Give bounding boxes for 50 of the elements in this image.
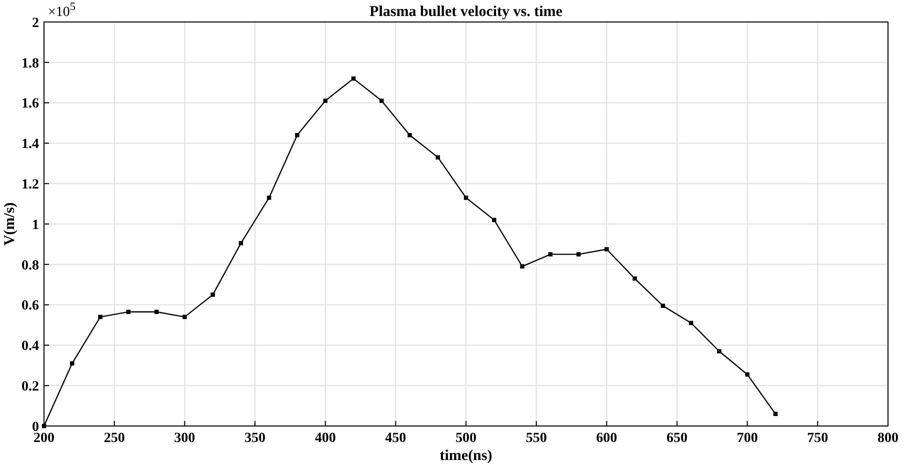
point [520, 264, 524, 269]
y-tick-label: 0.6 [22, 298, 39, 314]
x-tick-label: 200 [34, 431, 54, 446]
point [548, 252, 553, 256]
point [323, 98, 328, 103]
y-tick-label: 1.2 [22, 178, 39, 192]
point [604, 247, 609, 252]
x-tick-label: 550 [526, 431, 547, 446]
point [126, 310, 131, 314]
point [632, 276, 637, 281]
y-tick-label: 0.8 [22, 258, 39, 274]
y-tick-label: 1.6 [22, 96, 39, 112]
point [717, 349, 722, 354]
text: ×10$^{5}$ [48, 1, 76, 20]
x-tick-label: 750 [807, 431, 828, 446]
point [70, 361, 74, 366]
y-tick-label: 2 [32, 16, 39, 31]
point [98, 314, 102, 320]
y-axis-title: V(m/s) [2, 202, 18, 246]
point [154, 310, 159, 314]
point [182, 314, 187, 320]
x-tick-label: 700 [736, 431, 758, 446]
point [576, 252, 581, 256]
y-tick-label: 1 [32, 218, 39, 233]
x-axis-title: time(ns) [440, 448, 492, 464]
point [210, 292, 215, 297]
y-tick-label: 1.8 [22, 56, 39, 72]
point [436, 155, 440, 160]
point [238, 241, 244, 246]
point [745, 372, 750, 377]
x-tick-label: 300 [174, 431, 196, 446]
x-tick-label: 250 [104, 431, 125, 446]
point [379, 98, 384, 103]
x-tick-label: 400 [314, 431, 336, 446]
point [295, 133, 300, 138]
x-tick-label: 500 [456, 431, 476, 446]
x-tick-label: 350 [244, 431, 266, 446]
x-tick-label: 600 [596, 431, 618, 446]
point [492, 218, 496, 222]
x-tick-label: 650 [666, 431, 688, 446]
point [266, 196, 272, 200]
y-tick-label: 1.4 [22, 137, 39, 152]
x-tick-label: 450 [385, 431, 406, 446]
chart-title: Plasma bullet velocity vs. time [370, 4, 563, 20]
point [660, 304, 666, 308]
point [464, 196, 468, 200]
y-tick-label: 0.2 [22, 380, 39, 394]
y-tick-label: 0.4 [22, 339, 39, 354]
point [408, 133, 412, 138]
x-tick-label: 800 [878, 431, 898, 446]
